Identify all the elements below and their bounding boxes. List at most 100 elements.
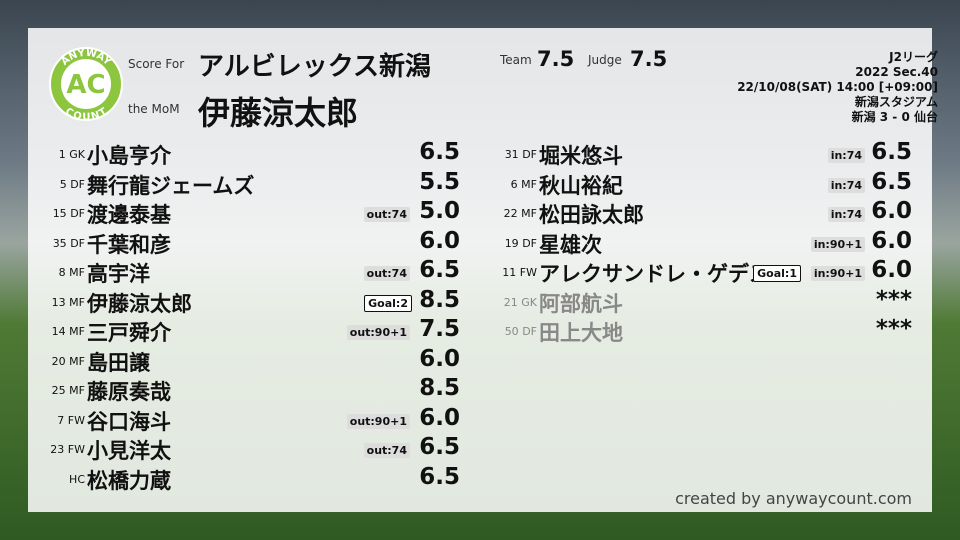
player-score: 6.0 <box>419 227 460 254</box>
player-name: アレクサンドレ・ゲデス <box>539 262 770 286</box>
player-name: 松田詠太郎 <box>539 203 644 227</box>
mom: 伊藤涼太郎 <box>198 94 359 132</box>
player-score: 6.0 <box>871 257 912 283</box>
sub-tag: out:74 <box>363 266 410 281</box>
player-name: 藤原奏哉 <box>87 380 171 404</box>
number: 35 <box>52 236 67 250</box>
player-name: 田上大地 <box>539 321 623 345</box>
logo-center: AC <box>66 70 105 100</box>
number: 11 <box>502 266 517 279</box>
player-number: 5 DF <box>25 178 85 191</box>
player-number: 11 FW <box>477 266 537 279</box>
player-score: 6.5 <box>419 139 460 165</box>
player-name: 千葉和彦 <box>87 232 171 257</box>
position: GK <box>69 148 85 161</box>
number: 8 <box>58 266 66 279</box>
player-name: 小見洋太 <box>87 439 171 463</box>
player-number: 20 MF <box>25 355 85 368</box>
season: 2022 Sec.40 <box>855 65 938 79</box>
sub-tag: out:90+1 <box>346 325 410 340</box>
player-name: 三戸舜介 <box>87 321 171 345</box>
label: Judge <box>588 53 622 67</box>
player-name: 高宇洋 <box>87 262 150 286</box>
player-number: 21 GK <box>477 296 537 309</box>
position: DF <box>522 236 537 250</box>
position: MF <box>69 325 85 338</box>
sub-tag: in:74 <box>827 148 865 163</box>
player-score: 5.5 <box>419 168 460 195</box>
player-score: 7.5 <box>419 316 460 342</box>
venue: 新潟スタジアム <box>854 95 938 109</box>
player-score: *** <box>875 286 912 313</box>
player-number: 19 DF <box>477 237 537 250</box>
player-score: 6.0 <box>419 404 460 431</box>
team: アルビレックス新潟 <box>198 52 431 82</box>
sub-tag: in:90+1 <box>810 236 865 252</box>
number: 15 <box>52 207 67 220</box>
player-name: 松橋力蔵 <box>87 468 171 493</box>
player-number: 25 MF <box>25 384 85 397</box>
player-name: 谷口海斗 <box>87 409 171 434</box>
position: FW <box>67 443 85 456</box>
number: 7 <box>57 413 65 427</box>
position: GK <box>521 295 537 309</box>
player-number: 22 MF <box>477 207 537 220</box>
player-score: 6.5 <box>419 463 460 490</box>
player-score: 6.5 <box>419 257 460 283</box>
position: DF <box>522 325 537 338</box>
number: 13 <box>51 295 66 309</box>
number: 6 <box>510 177 518 191</box>
team-score: 7.5 <box>537 47 575 71</box>
player-name: 阿部航斗 <box>539 291 623 316</box>
player-number: 1 GK <box>25 148 85 161</box>
player-number: 14 MF <box>25 325 85 338</box>
player-name: 秋山裕紀 <box>539 173 623 198</box>
player-name: 島田譲 <box>87 350 150 375</box>
player-score: 8.5 <box>419 375 460 401</box>
number: 31 <box>504 148 519 161</box>
position: FW <box>519 266 537 279</box>
player-score: 5.0 <box>419 198 460 224</box>
player-number: 31 DF <box>477 148 537 161</box>
position: MF <box>521 177 537 191</box>
player-name: 小島亨介 <box>87 144 171 168</box>
date: 22/10/08(SAT) 14:00 [+09:00] <box>737 80 938 94</box>
sub-tag: out:74 <box>363 207 410 222</box>
credit: created by anywaycount.com <box>675 489 912 508</box>
number: 14 <box>51 325 66 338</box>
match-info: J2リーグ 2022 Sec.40 22/10/08(SAT) 14:00 [+… <box>737 50 938 125</box>
position: MF <box>521 207 537 220</box>
player-score: *** <box>875 316 912 342</box>
position: MF <box>69 354 85 368</box>
player-score: 6.0 <box>871 198 912 224</box>
position: DF <box>70 207 85 220</box>
label: the MoM <box>128 102 180 116</box>
player-score: 6.0 <box>419 345 460 372</box>
position: FW <box>67 413 85 427</box>
player-number: 35 DF <box>25 237 85 250</box>
logo-bottom: COUNT <box>63 107 109 122</box>
label: Team <box>500 53 532 67</box>
position: MF <box>69 266 85 279</box>
position: HC <box>69 472 85 486</box>
player-number: 50 DF <box>477 325 537 338</box>
number: 22 <box>503 207 518 220</box>
number: 23 <box>50 443 65 456</box>
player-number: 7 FW <box>25 414 85 427</box>
number: 5 <box>59 177 67 191</box>
logo: ANYWAY COUNT AC <box>49 47 123 122</box>
number: 19 <box>504 236 519 250</box>
player-score: 6.5 <box>871 139 912 165</box>
player-number: 23 FW <box>25 443 85 456</box>
league: J2リーグ <box>889 50 938 64</box>
number: 20 <box>51 354 66 368</box>
player-number: 6 MF <box>477 178 537 191</box>
player-number: 15 DF <box>25 207 85 220</box>
judge-score: 7.5 <box>630 47 668 71</box>
label: Score For <box>128 57 185 71</box>
svg-text:COUNT: COUNT <box>63 107 109 122</box>
sub-tag: out:90+1 <box>346 413 410 429</box>
goal-tag: Goal:1 <box>753 265 801 282</box>
number: 25 <box>51 384 66 397</box>
